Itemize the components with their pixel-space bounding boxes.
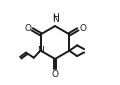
Text: O: O: [79, 24, 86, 33]
Text: N: N: [52, 15, 59, 24]
Text: N: N: [37, 46, 44, 55]
Text: O: O: [24, 24, 31, 33]
Text: H: H: [52, 12, 59, 22]
Text: O: O: [52, 70, 59, 79]
